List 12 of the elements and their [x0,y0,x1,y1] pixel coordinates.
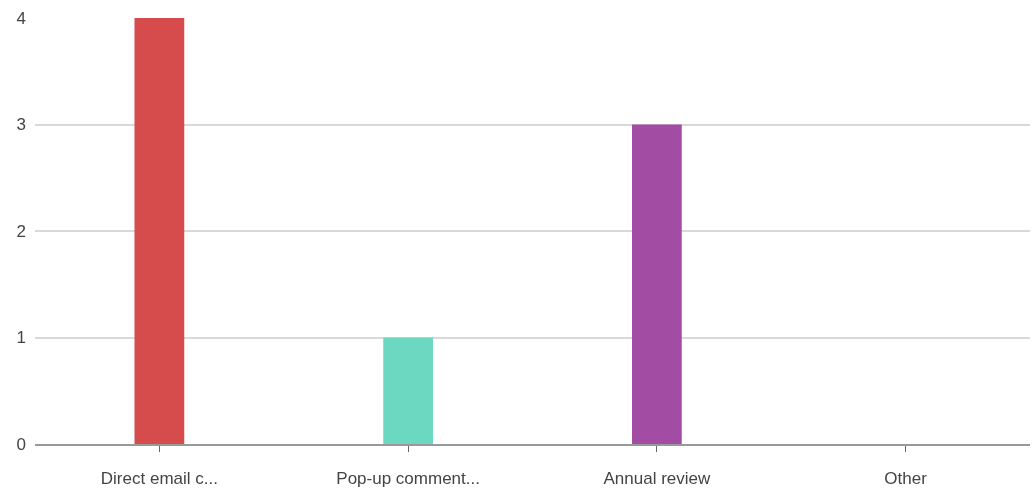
y-tick-label: 3 [16,115,26,135]
y-tick-label: 2 [16,221,26,241]
bar [383,337,433,444]
bar [632,124,682,444]
x-tick-label: Direct email c... [100,469,218,489]
y-tick-label: 1 [16,328,26,348]
x-tick-label: Annual review [603,469,711,489]
y-tick-label: 0 [16,434,26,454]
x-tick-label: Other [884,469,928,489]
y-tick-label: 4 [16,8,26,28]
x-tick-label: Pop-up comment... [336,469,480,489]
bar [134,18,185,444]
